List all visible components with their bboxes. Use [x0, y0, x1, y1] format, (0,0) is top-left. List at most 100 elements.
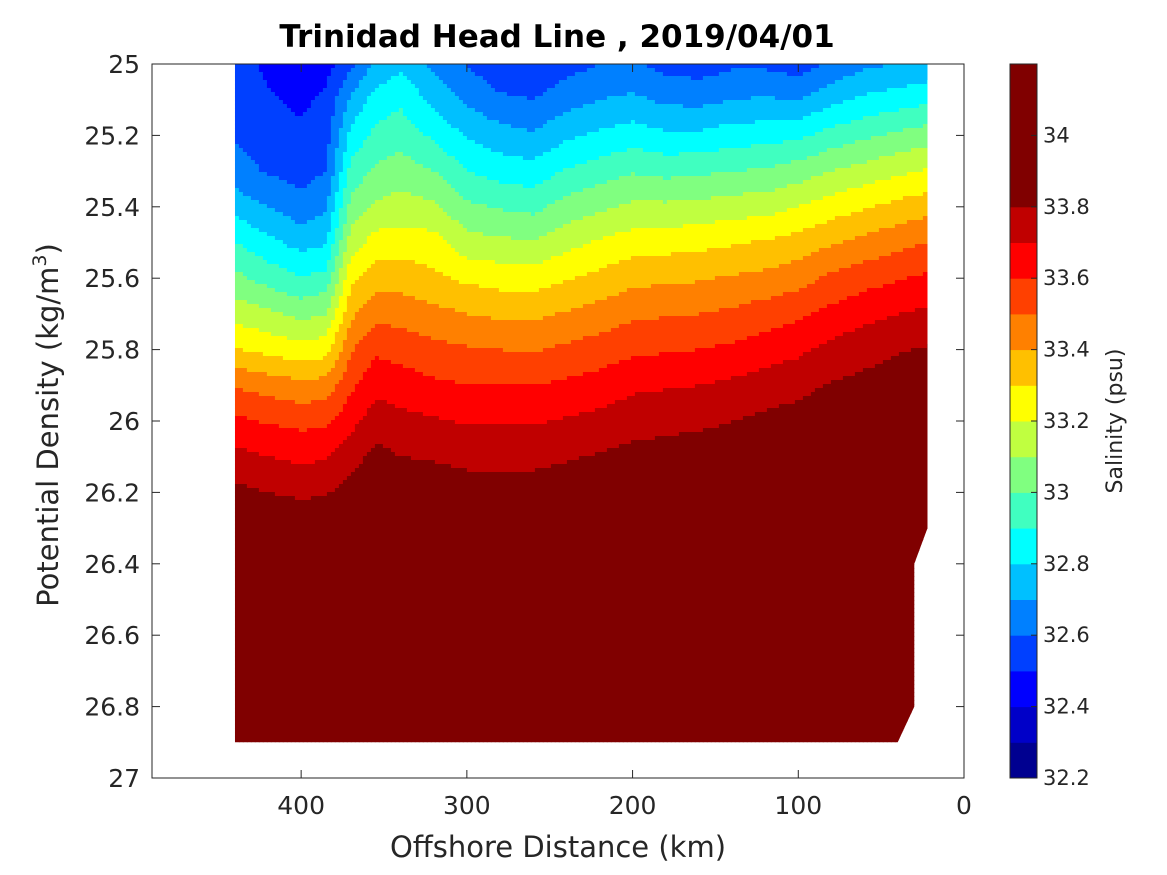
contour-cell	[539, 136, 544, 141]
contour-cell	[767, 96, 772, 101]
contour-cell	[287, 84, 292, 89]
contour-cell	[639, 92, 644, 97]
contour-cell	[751, 80, 756, 85]
contour-cell	[767, 140, 772, 145]
contour-cell	[503, 76, 508, 81]
contour-cell	[731, 76, 736, 81]
contour-cell	[415, 84, 420, 89]
contour-cell	[763, 76, 768, 81]
contour-cell	[263, 172, 268, 177]
contour-cell	[247, 120, 252, 125]
contour-cell	[503, 168, 508, 173]
contour-cell	[675, 160, 680, 165]
contour-cell	[563, 108, 568, 113]
contour-cell	[755, 148, 760, 153]
contour-cell	[251, 104, 256, 109]
contour-cell	[583, 96, 588, 101]
contour-cell	[631, 100, 636, 105]
contour-cell	[755, 80, 760, 85]
contour-cell	[423, 80, 428, 85]
contour-cell	[275, 132, 280, 137]
contour-cell	[547, 140, 552, 145]
contour-cell	[255, 116, 260, 121]
contour-cell	[747, 88, 752, 93]
contour-cell	[851, 156, 856, 161]
contour-cell	[599, 80, 604, 85]
contour-cell	[911, 172, 916, 177]
contour-cell	[319, 76, 324, 81]
contour-cell	[655, 128, 660, 133]
contour-cell	[375, 144, 380, 149]
contour-cell	[539, 120, 544, 125]
contour-cell	[447, 64, 452, 69]
contour-cell	[571, 164, 576, 169]
contour-cell	[727, 136, 732, 141]
contour-cell	[415, 92, 420, 97]
contour-cell	[487, 132, 492, 137]
contour-cell	[667, 120, 672, 125]
contour-cell	[663, 88, 668, 93]
contour-cell	[859, 108, 864, 113]
contour-cell	[867, 156, 872, 161]
contour-cell	[355, 72, 360, 77]
contour-cell	[683, 80, 688, 85]
contour-cell	[927, 152, 932, 157]
contour-cell	[515, 88, 520, 93]
contour-cell	[727, 92, 732, 97]
contour-cell	[783, 80, 788, 85]
contour-cell	[891, 164, 896, 169]
contour-cell	[287, 172, 292, 177]
contour-cell	[323, 136, 328, 141]
contour-cell	[811, 76, 816, 81]
contour-cell	[859, 152, 864, 157]
contour-cell	[303, 136, 308, 141]
contour-cell	[547, 120, 552, 125]
contour-cell	[747, 148, 752, 153]
contour-cell	[431, 164, 436, 169]
contour-cell	[923, 80, 928, 85]
contour-cell	[747, 124, 752, 129]
contour-cell	[543, 120, 548, 125]
contour-cell	[675, 156, 680, 161]
contour-cell	[355, 160, 360, 165]
contour-cell	[439, 136, 444, 141]
contour-cell	[851, 104, 856, 109]
contour-cell	[927, 68, 932, 73]
contour-cell	[591, 136, 596, 141]
contour-cell	[367, 128, 372, 133]
contour-cell	[851, 128, 856, 133]
contour-cell	[863, 104, 868, 109]
contour-cell	[591, 176, 596, 181]
contour-cell	[871, 96, 876, 101]
contour-cell	[371, 160, 376, 165]
contour-cell	[739, 80, 744, 85]
contour-cell	[863, 152, 868, 157]
contour-cell	[659, 164, 664, 169]
contour-cell	[695, 64, 700, 69]
contour-cell	[903, 168, 908, 173]
contour-cell	[359, 112, 364, 117]
contour-cell	[587, 148, 592, 153]
contour-cell	[507, 116, 512, 121]
contour-cell	[739, 64, 744, 69]
contour-cell	[639, 136, 644, 141]
contour-cell	[719, 116, 724, 121]
contour-cell	[291, 116, 296, 121]
contour-cell	[595, 168, 600, 173]
contour-cell	[891, 144, 896, 149]
contour-cell	[867, 124, 872, 129]
contour-cell	[775, 76, 780, 81]
contour-cell	[695, 68, 700, 73]
contour-cell	[615, 84, 620, 89]
contour-cell	[287, 132, 292, 137]
contour-cell	[503, 132, 508, 137]
contour-cell	[899, 140, 904, 145]
contour-cell	[683, 148, 688, 153]
contour-cell	[503, 176, 508, 181]
contour-cell	[791, 80, 796, 85]
contour-cell	[411, 120, 416, 125]
contour-cell	[699, 160, 704, 165]
contour-cell	[555, 72, 560, 77]
contour-cell	[383, 92, 388, 97]
contour-cell	[431, 120, 436, 125]
